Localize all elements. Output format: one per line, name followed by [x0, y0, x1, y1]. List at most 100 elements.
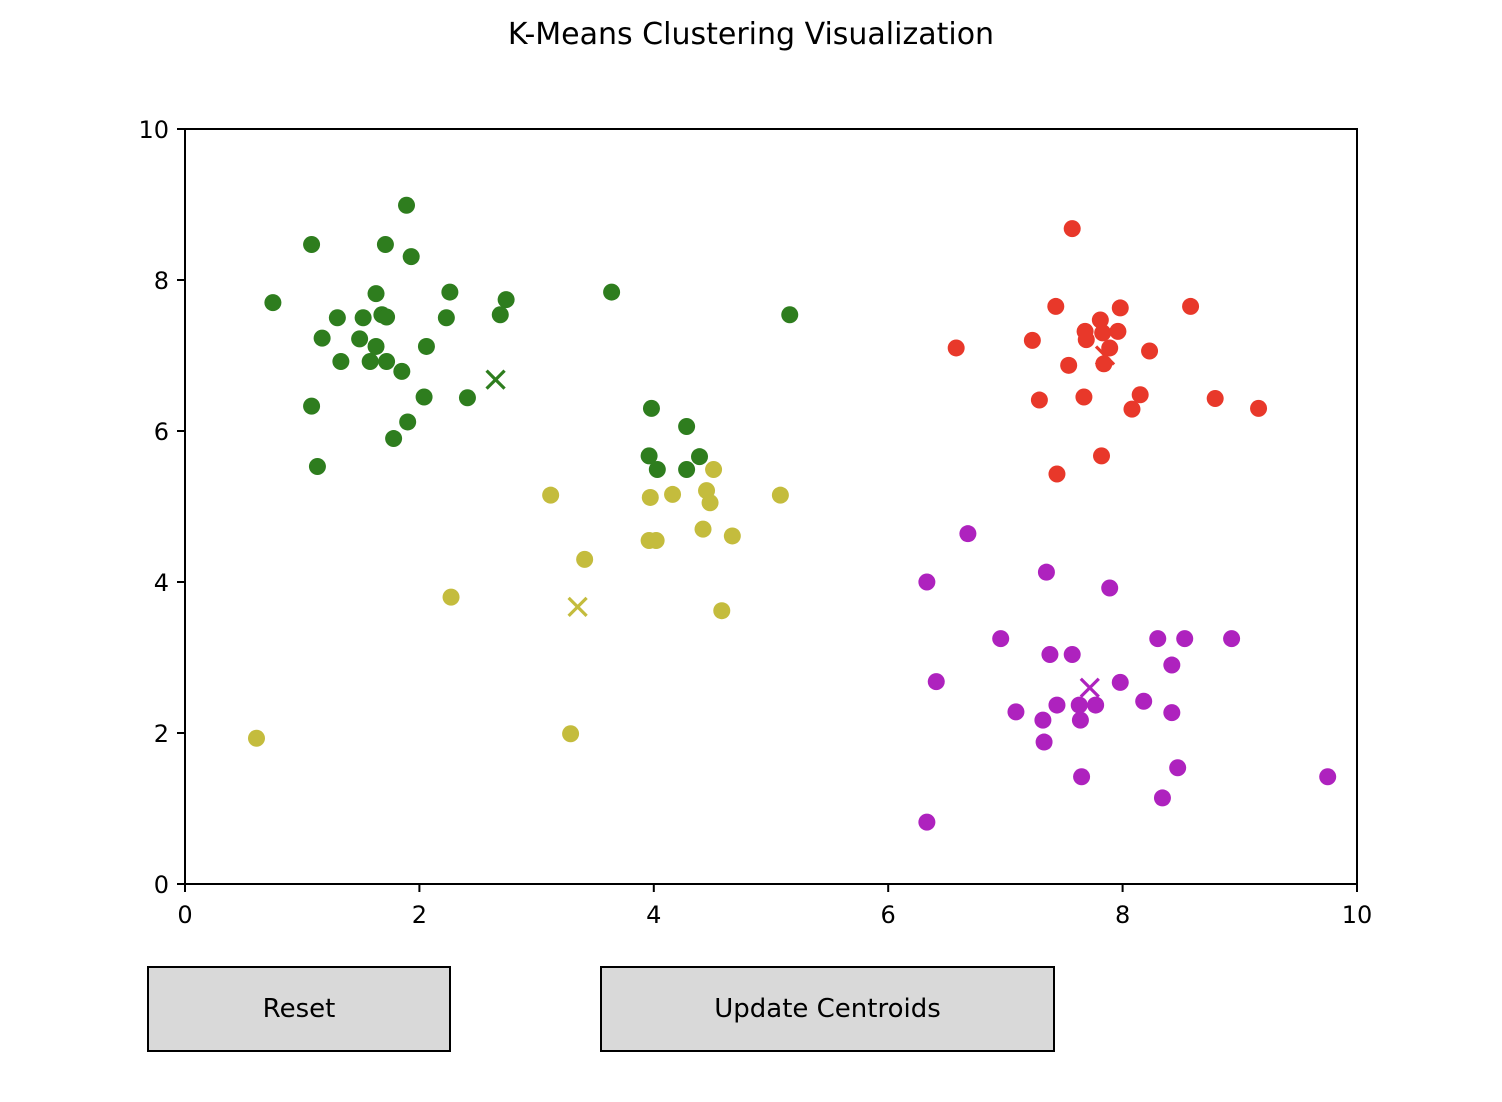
cluster-3-point: [1111, 299, 1129, 317]
cluster-4-point: [1073, 768, 1091, 786]
cluster-3-centroid-marker: [1094, 345, 1116, 366]
x-tick-label: 4: [646, 901, 661, 929]
cluster-4-point: [1048, 696, 1066, 714]
cluster-1-point: [458, 389, 476, 407]
cluster-2-point: [664, 485, 682, 503]
cluster-2-point: [442, 588, 460, 606]
update-centroids-button[interactable]: Update Centroids: [600, 966, 1055, 1052]
cluster-4-point: [1101, 579, 1119, 597]
plot-area-frame: [184, 128, 1358, 885]
cluster-4-point: [1070, 696, 1088, 714]
cluster-3-point: [1023, 331, 1041, 349]
cluster-4-point: [1163, 656, 1181, 674]
cluster-2-point: [576, 550, 594, 568]
cluster-3-point: [1030, 391, 1048, 409]
x-tick-label: 6: [881, 901, 896, 929]
cluster-4-point: [1169, 759, 1187, 777]
cluster-4-point: [1176, 630, 1194, 648]
cluster-1-point: [398, 196, 416, 214]
cluster-1-point: [678, 417, 696, 435]
cluster-4-point: [1111, 673, 1129, 691]
cluster-1-point: [303, 397, 321, 415]
y-tick-label: 2: [154, 720, 169, 748]
cluster-4-point: [992, 630, 1010, 648]
y-tick-label: 10: [138, 116, 169, 144]
cluster-1-point: [781, 306, 799, 324]
cluster-2-point: [641, 488, 659, 506]
cluster-4-point: [927, 673, 945, 691]
cluster-2-point: [647, 531, 665, 549]
cluster-4-point: [918, 813, 936, 831]
cluster-1-point: [367, 285, 385, 303]
cluster-2-point: [771, 486, 789, 504]
y-tick-label: 8: [154, 267, 169, 295]
cluster-1-point: [361, 353, 379, 371]
cluster-4-point: [1071, 711, 1089, 729]
cluster-1-point: [491, 306, 509, 324]
cluster-2-point: [723, 527, 741, 545]
x-tick-label: 0: [177, 901, 192, 929]
cluster-2-point: [247, 729, 265, 747]
cluster-1-point: [303, 236, 321, 254]
cluster-4-point: [1319, 768, 1337, 786]
cluster-2-point: [542, 486, 560, 504]
cluster-1-point: [367, 337, 385, 355]
x-tick-label: 2: [412, 901, 427, 929]
cluster-4-point: [1037, 563, 1055, 581]
cluster-4-point: [1041, 645, 1059, 663]
cluster-4-point: [1223, 630, 1241, 648]
cluster-1-centroid-marker: [485, 369, 506, 390]
cluster-4-point: [1087, 696, 1105, 714]
cluster-4-point: [1034, 711, 1052, 729]
cluster-1-point: [328, 309, 346, 327]
cluster-1-point: [648, 461, 666, 479]
cluster-2-point: [713, 602, 731, 620]
y-tick-label: 4: [154, 569, 169, 597]
cluster-1-point: [603, 283, 621, 301]
cluster-1-point: [378, 353, 396, 371]
cluster-4-point: [1163, 704, 1181, 722]
cluster-1-point: [415, 388, 433, 406]
cluster-1-point: [332, 353, 350, 371]
cluster-3-point: [1182, 297, 1200, 315]
y-tick-label: 0: [154, 871, 169, 899]
axis-ticks: 0 2 4 6 8 10 0 2 4 6 8 10: [138, 116, 1372, 929]
reset-button-label: Reset: [262, 994, 336, 1024]
cluster-3-point: [1091, 311, 1109, 329]
cluster-1-point: [402, 248, 420, 266]
cluster-3-point: [1131, 386, 1149, 404]
y-tick-label: 6: [154, 418, 169, 446]
cluster-1-point: [399, 413, 417, 431]
scatter-points: [247, 196, 1337, 831]
cluster-4-point: [918, 573, 936, 591]
cluster-3-point: [1060, 356, 1078, 374]
cluster-1-point: [351, 330, 369, 348]
cluster-3-point: [1063, 220, 1081, 238]
cluster-4-point: [1007, 703, 1025, 721]
cluster-3-point: [1250, 399, 1268, 417]
cluster-2-centroid-marker: [567, 596, 588, 618]
cluster-1-point: [393, 362, 411, 380]
cluster-3-point: [1093, 447, 1111, 465]
cluster-1-point: [691, 448, 709, 466]
cluster-3-point: [1101, 339, 1119, 357]
cluster-1-point: [640, 447, 658, 465]
cluster-3-point: [1206, 390, 1224, 408]
cluster-3-point: [1075, 388, 1093, 406]
cluster-4-centroid-marker: [1079, 677, 1100, 698]
centroid-markers: [485, 345, 1116, 698]
chart-title: K-Means Clustering Visualization: [508, 17, 994, 52]
cluster-4-point: [1035, 733, 1053, 751]
cluster-1-point: [417, 337, 435, 355]
cluster-2-point: [562, 725, 580, 743]
cluster-1-point: [308, 457, 326, 475]
cluster-3-point: [947, 339, 965, 357]
reset-button[interactable]: Reset: [147, 966, 451, 1052]
cluster-1-point: [264, 294, 282, 312]
cluster-2-point: [701, 494, 719, 512]
cluster-3-point: [1141, 342, 1159, 360]
cluster-3-point: [1047, 297, 1065, 315]
cluster-1-point: [437, 309, 455, 327]
cluster-1-point: [378, 308, 396, 326]
